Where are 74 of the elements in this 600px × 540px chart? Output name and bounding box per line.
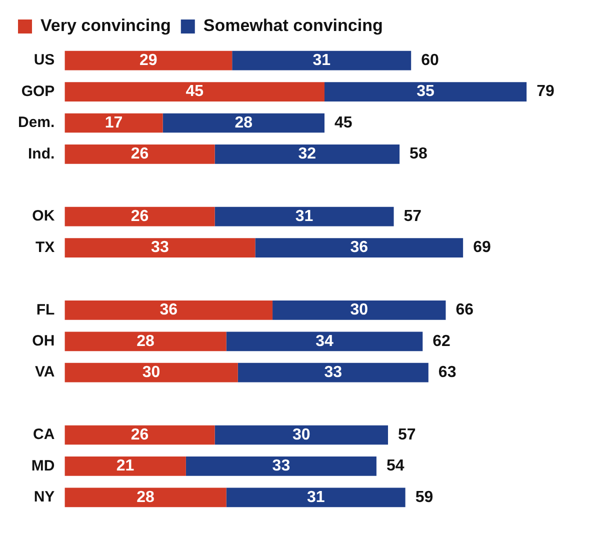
bar — [238, 362, 428, 382]
data-label: 30 — [292, 426, 310, 444]
total-label: 63 — [438, 364, 456, 382]
bar — [214, 144, 400, 164]
bar — [214, 206, 394, 226]
y-tick-label: Ind. — [28, 145, 55, 162]
total-label: 79 — [536, 83, 554, 100]
y-tick-label: TX — [36, 238, 55, 256]
total-label: 59 — [415, 488, 434, 506]
bar — [64, 456, 186, 476]
bar — [226, 332, 423, 352]
bar — [64, 113, 163, 133]
bar — [324, 82, 527, 102]
y-tick-label: CA — [33, 426, 55, 444]
data-label: 33 — [324, 364, 342, 382]
data-label: 32 — [298, 146, 316, 163]
total-label: 57 — [404, 208, 422, 226]
bar — [214, 425, 388, 445]
total-label: 62 — [432, 332, 451, 350]
y-tick-label: FL — [36, 301, 55, 318]
bar — [64, 50, 232, 70]
legend-label: Somewhat convincing — [203, 16, 383, 36]
data-label: 21 — [116, 458, 134, 475]
bar — [255, 238, 464, 258]
y-tick-label: MD — [31, 457, 55, 474]
data-label: 17 — [104, 114, 123, 132]
data-label: 35 — [416, 83, 435, 100]
total-label: 57 — [398, 426, 416, 444]
total-label: 58 — [410, 146, 428, 163]
data-label: 45 — [186, 83, 204, 100]
data-label: 31 — [312, 52, 331, 70]
y-tick-label: OH — [32, 332, 55, 350]
bar — [64, 300, 273, 320]
data-label: 26 — [130, 426, 149, 444]
bar — [226, 488, 406, 508]
data-label: 33 — [151, 239, 169, 256]
y-tick-label: Dem. — [18, 114, 55, 132]
legend-label: Very convincing — [40, 16, 171, 36]
bar — [232, 50, 412, 70]
y-tick-label: GOP — [21, 82, 55, 100]
total-label: 45 — [334, 114, 352, 132]
y-tick-label: US — [34, 52, 55, 69]
data-label: 33 — [272, 458, 290, 475]
bar — [162, 113, 324, 133]
data-label: 26 — [130, 208, 149, 226]
bar — [64, 82, 324, 102]
bar — [64, 362, 238, 382]
data-label: 36 — [350, 239, 368, 256]
total-label: 69 — [473, 239, 491, 256]
data-label: 28 — [136, 488, 155, 506]
data-label: 29 — [140, 52, 158, 70]
total-label: 54 — [386, 458, 404, 475]
data-label: 31 — [306, 488, 325, 506]
data-label: 30 — [142, 364, 160, 382]
data-label: 34 — [316, 332, 334, 350]
total-label: 60 — [421, 52, 439, 70]
data-label: 26 — [130, 146, 149, 163]
data-label: 28 — [234, 114, 253, 132]
bar — [186, 456, 376, 476]
y-tick-label: VA — [34, 364, 55, 381]
bar — [272, 300, 446, 320]
bar — [64, 144, 215, 164]
total-label: 66 — [456, 302, 474, 319]
data-label: 28 — [136, 332, 155, 350]
bar — [64, 332, 226, 352]
bar — [64, 238, 256, 258]
y-tick-label: NY — [34, 488, 55, 506]
bar — [64, 488, 226, 508]
bar — [64, 425, 215, 445]
y-tick-label: OK — [32, 208, 55, 225]
data-label: 30 — [350, 302, 368, 319]
data-label: 36 — [160, 302, 178, 319]
bar — [64, 206, 215, 226]
data-label: 31 — [295, 208, 314, 226]
